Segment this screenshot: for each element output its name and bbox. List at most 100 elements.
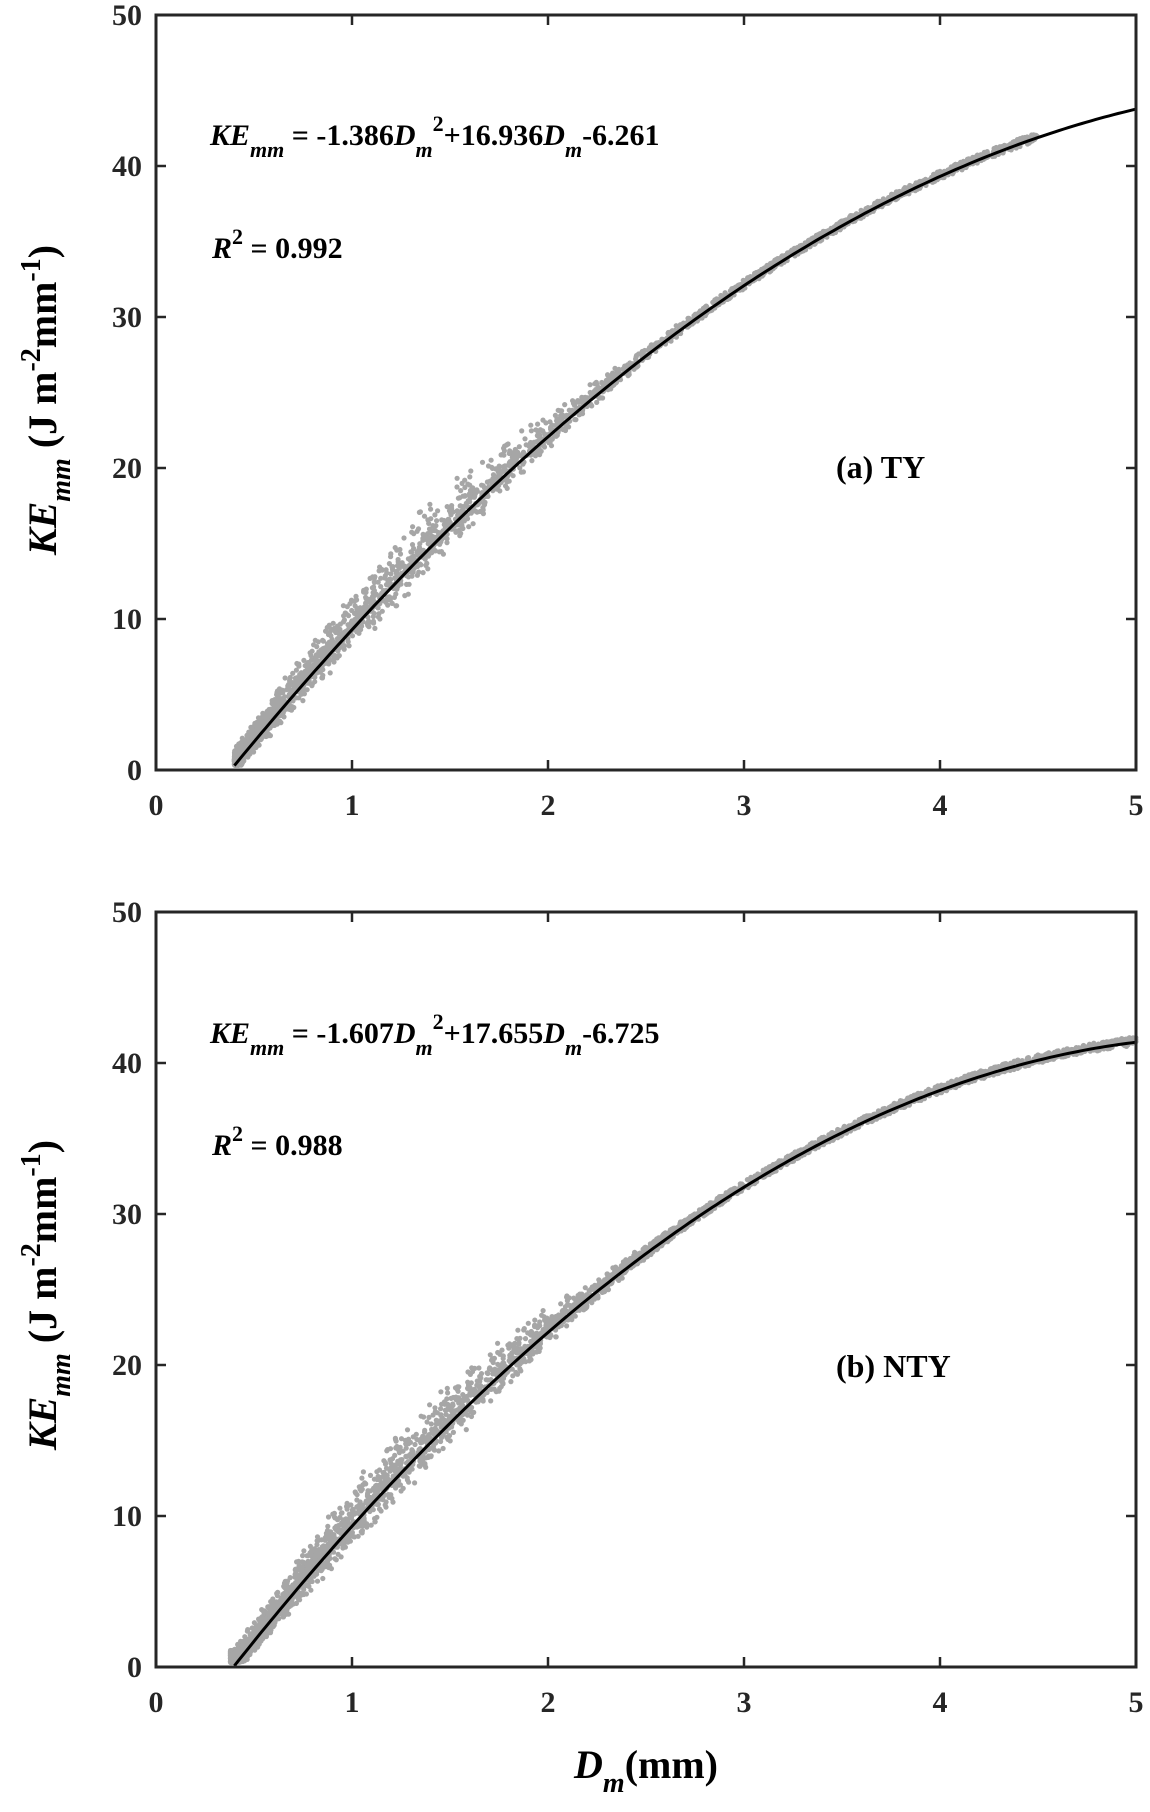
data-point [276, 686, 283, 692]
data-point [463, 1427, 469, 1433]
data-point [1031, 132, 1037, 138]
data-point [388, 1460, 394, 1466]
data-point [432, 512, 438, 518]
data-point [314, 1578, 321, 1584]
data-point [364, 620, 370, 627]
data-point [431, 1447, 437, 1453]
data-point [504, 442, 510, 448]
data-point [418, 562, 424, 568]
data-point [532, 1317, 538, 1323]
x-tick-label: 1 [345, 789, 360, 822]
data-point [425, 541, 431, 547]
data-point [434, 518, 440, 524]
data-point [281, 714, 287, 720]
data-point [468, 468, 474, 474]
data-point [325, 1514, 332, 1520]
data-point [548, 443, 555, 449]
data-point [438, 1406, 444, 1412]
data-point [293, 667, 299, 673]
data-point [394, 547, 400, 553]
data-point [402, 593, 408, 599]
data-point [435, 529, 441, 536]
data-point [277, 690, 283, 696]
data-point [558, 408, 564, 414]
data-point [298, 670, 304, 676]
data-point [487, 1365, 493, 1371]
data-point [501, 445, 507, 451]
data-point [430, 527, 436, 534]
data-point [589, 403, 595, 409]
data-point [572, 416, 578, 423]
data-point [457, 533, 463, 539]
data-point [501, 452, 507, 458]
data-point [470, 521, 476, 527]
data-point [398, 1460, 404, 1466]
data-point [383, 582, 390, 588]
data-point [806, 237, 812, 243]
data-point [245, 1627, 251, 1633]
data-point [393, 591, 399, 597]
data-point [415, 526, 422, 532]
data-point [345, 613, 352, 619]
data-point [489, 464, 495, 470]
data-point [428, 506, 434, 512]
data-point [297, 675, 303, 681]
data-point [349, 633, 356, 639]
data-point [333, 629, 339, 636]
data-point [497, 488, 503, 494]
data-point [442, 521, 448, 527]
data-point [420, 570, 426, 576]
data-point [1011, 139, 1017, 145]
data-point [414, 549, 420, 555]
data-point [363, 594, 369, 600]
data-point [406, 581, 412, 587]
data-point [587, 382, 593, 388]
data-point [516, 444, 522, 450]
data-point [467, 1371, 473, 1377]
data-point [356, 626, 362, 633]
data-point [429, 550, 435, 556]
data-point [462, 484, 468, 491]
data-point [548, 426, 554, 432]
data-point [340, 603, 346, 609]
data-point [309, 648, 315, 654]
x-tick-label: 5 [1129, 789, 1144, 822]
data-point [422, 532, 428, 538]
data-point [535, 421, 541, 427]
data-point [296, 661, 302, 667]
data-point [416, 569, 422, 575]
y-tick-label: 20 [112, 452, 142, 485]
data-point [409, 542, 416, 548]
data-point [439, 517, 445, 523]
data-point [345, 639, 351, 645]
data-point [462, 493, 468, 499]
data-point [340, 619, 347, 625]
data-point [290, 670, 296, 676]
data-point [390, 564, 396, 570]
data-point [388, 571, 394, 577]
data-point [341, 613, 347, 619]
data-point [507, 448, 513, 454]
data-point [372, 574, 378, 580]
data-point [467, 474, 473, 480]
data-point [364, 600, 370, 606]
data-point [543, 420, 549, 426]
data-point [456, 527, 462, 534]
data-point [376, 568, 382, 574]
data-point [813, 232, 820, 238]
data-point [444, 504, 450, 510]
data-point [312, 637, 318, 643]
data-point [276, 699, 282, 705]
data-point [353, 593, 359, 600]
data-point [383, 1504, 389, 1510]
data-point [327, 670, 333, 676]
data-point [517, 465, 523, 471]
data-point [633, 353, 640, 359]
data-point [426, 520, 432, 527]
data-point [547, 419, 553, 425]
data-point [375, 579, 381, 585]
data-point [387, 576, 393, 582]
data-point [673, 323, 679, 329]
data-point [466, 491, 472, 497]
data-point [410, 524, 416, 530]
